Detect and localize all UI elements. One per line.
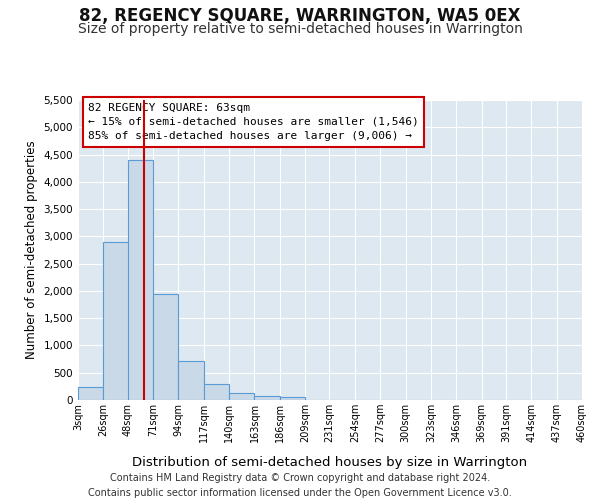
Text: 82, REGENCY SQUARE, WARRINGTON, WA5 0EX: 82, REGENCY SQUARE, WARRINGTON, WA5 0EX xyxy=(79,8,521,26)
Text: Contains HM Land Registry data © Crown copyright and database right 2024.
Contai: Contains HM Land Registry data © Crown c… xyxy=(88,472,512,498)
Text: Size of property relative to semi-detached houses in Warrington: Size of property relative to semi-detach… xyxy=(77,22,523,36)
Bar xyxy=(229,394,254,400)
Text: 82 REGENCY SQUARE: 63sqm
← 15% of semi-detached houses are smaller (1,546)
85% o: 82 REGENCY SQUARE: 63sqm ← 15% of semi-d… xyxy=(88,103,419,141)
Bar xyxy=(128,160,153,400)
Bar xyxy=(204,384,229,400)
X-axis label: Distribution of semi-detached houses by size in Warrington: Distribution of semi-detached houses by … xyxy=(133,456,527,469)
Bar xyxy=(78,388,103,400)
Bar xyxy=(153,294,178,400)
Bar xyxy=(280,396,305,400)
Bar xyxy=(254,396,280,400)
Y-axis label: Number of semi-detached properties: Number of semi-detached properties xyxy=(25,140,38,360)
Bar xyxy=(103,242,129,400)
Bar xyxy=(178,360,204,400)
